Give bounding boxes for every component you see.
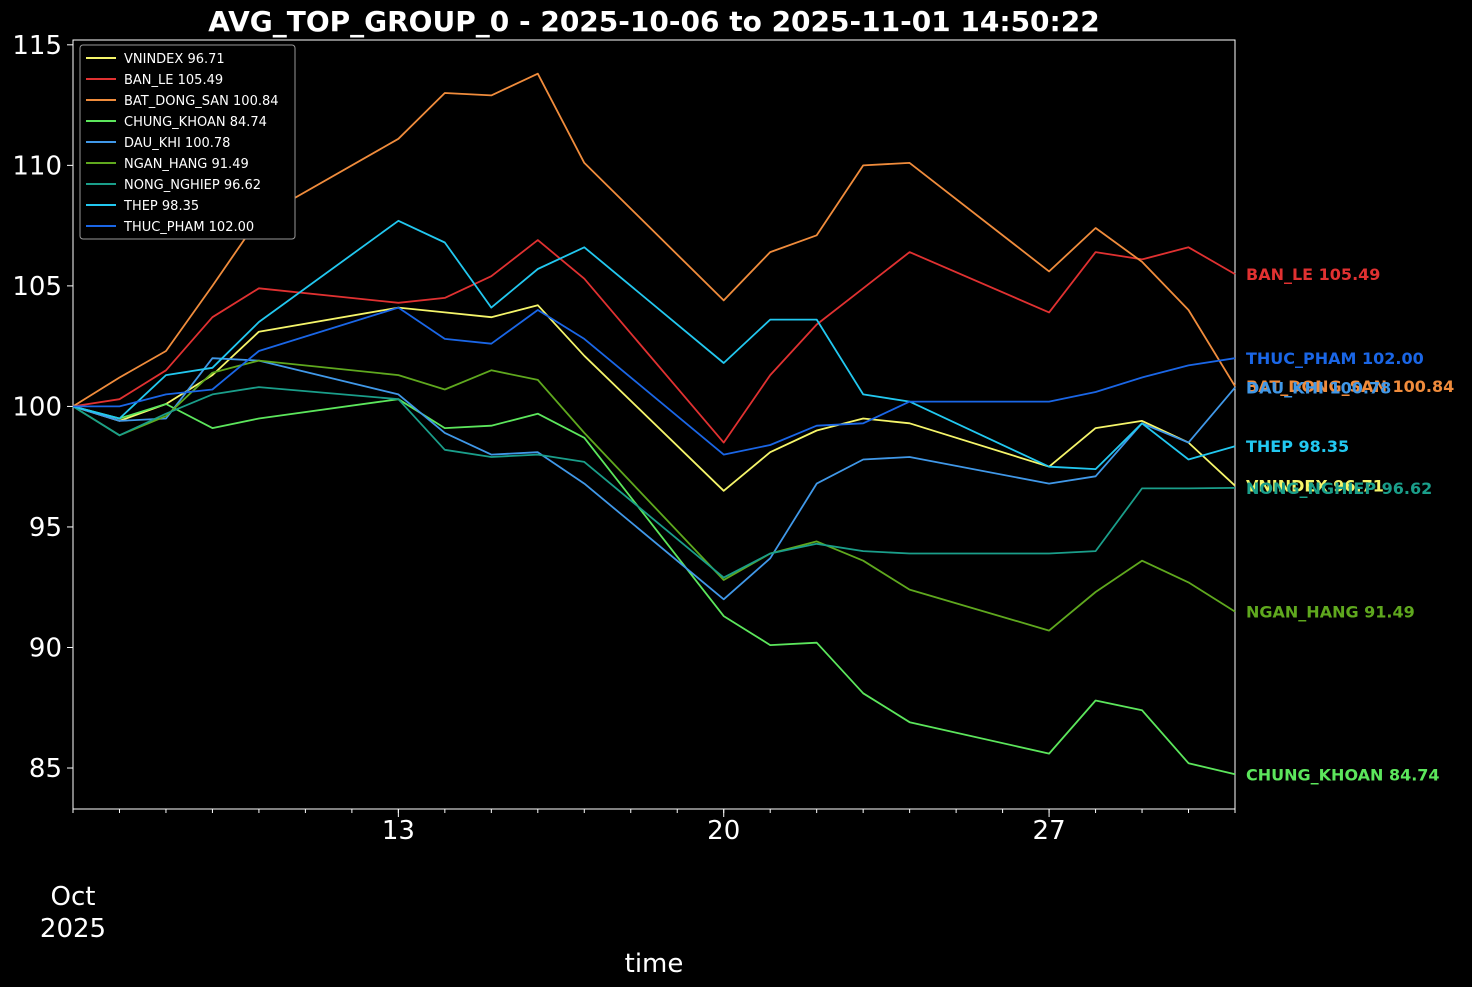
series-line-ngan-hang bbox=[72, 359, 1236, 632]
series-lines bbox=[72, 72, 1236, 776]
legend-entry-thuc-pham: THUC_PHAM 102.00 bbox=[123, 220, 254, 235]
end-label-thuc-pham: THUC_PHAM 102.00 bbox=[1246, 349, 1424, 368]
end-label-ngan-hang: NGAN_HANG 91.49 bbox=[1246, 603, 1415, 622]
y-tick-label: 110 bbox=[12, 151, 62, 181]
x-tick-label: 13 bbox=[382, 816, 415, 846]
series-line-thuc-pham bbox=[73, 306, 1236, 456]
y-tick-label: 85 bbox=[29, 754, 62, 784]
end-labels: VNINDEX 96.71 BAN_LE 105.49 BAT_DONG_SAN 1… bbox=[1246, 265, 1454, 784]
end-label-chung-khoan: CHUNG_KHOAN 84.74 bbox=[1246, 765, 1440, 784]
legend-entry-ban-le: BAN_LE 105.49 bbox=[124, 73, 223, 88]
legend: VNINDEX 96.71 BAN_LE 105.49 BAT_DONG_SAN 1… bbox=[79, 44, 296, 240]
x-axis: 13 20 27 bbox=[72, 809, 1236, 846]
end-label-bat-dong-san: BAT_DONG_SAN 100.84 bbox=[1246, 377, 1454, 396]
x-tick-label: 27 bbox=[1033, 816, 1066, 846]
legend-box bbox=[79, 44, 296, 240]
end-label-ban-le: BAN_LE 105.49 bbox=[1246, 265, 1380, 284]
legend-entry-ngan-hang: NGAN_HANG 91.49 bbox=[124, 157, 249, 172]
y-axis: 85 90 95 100 105 110 115 bbox=[12, 31, 73, 784]
series-line-chung-khoan bbox=[72, 398, 1236, 776]
legend-entry-bat-dong-san: BAT_DONG_SAN 100.84 bbox=[124, 94, 279, 109]
series-line-bat-dong-san bbox=[72, 72, 1236, 408]
end-label-thep: THEP 98.35 bbox=[1246, 437, 1349, 456]
legend-entry-nong-nghiep: NONG_NGHIEP 96.62 bbox=[124, 178, 261, 193]
legend-entry-chung-khoan: CHUNG_KHOAN 84.74 bbox=[124, 115, 267, 130]
x-tick-label: 20 bbox=[707, 816, 740, 846]
y-tick-label: 105 bbox=[12, 272, 62, 302]
x-offset-year: 2025 bbox=[40, 914, 106, 944]
end-label-dau-khi: DAU_KHI 100.78 bbox=[1246, 379, 1391, 398]
x-offset-month: Oct bbox=[51, 882, 96, 912]
y-tick-label: 115 bbox=[12, 31, 62, 61]
x-axis-label: time bbox=[625, 949, 684, 979]
end-label-nong-nghiep: NONG_NGHIEP 96.62 bbox=[1246, 479, 1432, 498]
chart-title: AVG_TOP_GROUP_0 - 2025-10-06 to 2025-11-… bbox=[208, 5, 1099, 38]
y-tick-label: 90 bbox=[29, 633, 62, 663]
end-label-vnindex: VNINDEX 96.71 bbox=[1246, 477, 1384, 496]
series-line-vnindex bbox=[72, 304, 1236, 492]
y-tick-label: 95 bbox=[29, 513, 62, 543]
series-line-ban-le bbox=[72, 239, 1236, 444]
series-line-nong-nghiep bbox=[72, 386, 1236, 579]
series-line-dau-khi bbox=[72, 357, 1236, 601]
plot-area-frame bbox=[72, 39, 1236, 810]
legend-entry-vnindex: VNINDEX 96.71 bbox=[124, 52, 225, 67]
legend-entry-thep: THEP 98.35 bbox=[123, 199, 199, 214]
legend-entry-dau-khi: DAU_KHI 100.78 bbox=[124, 136, 230, 151]
series-line-thep bbox=[72, 219, 1236, 471]
y-tick-label: 100 bbox=[12, 392, 62, 422]
